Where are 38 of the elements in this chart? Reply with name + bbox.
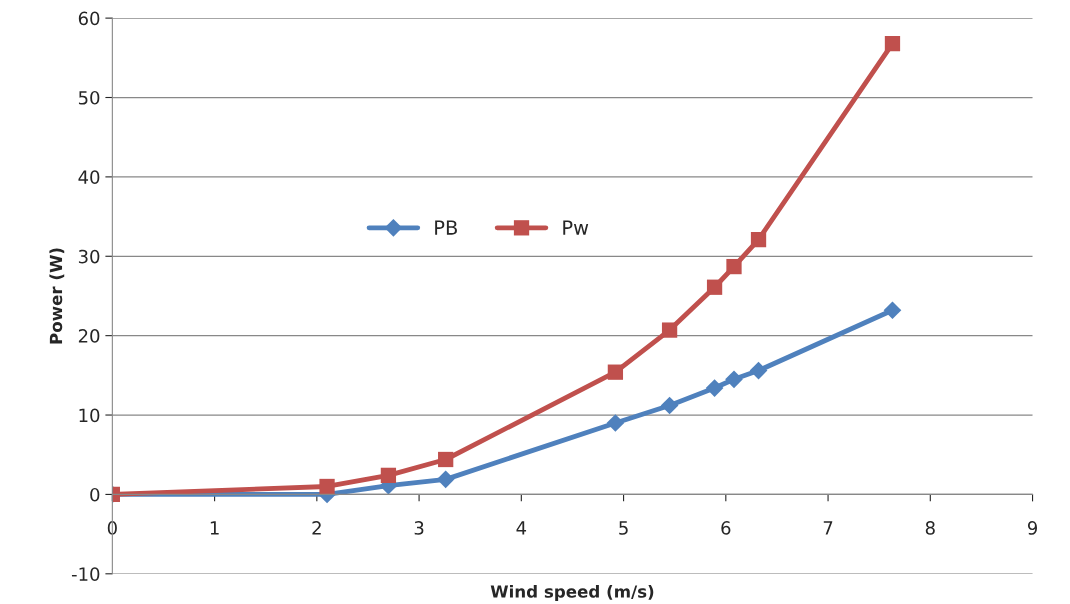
- x-tick-label: 9: [1027, 521, 1038, 535]
- y-tick-label: 50: [78, 90, 100, 105]
- x-tick-label: 0: [107, 521, 117, 535]
- point: [725, 370, 743, 389]
- x-tick-label: 7: [823, 521, 833, 535]
- point: [607, 364, 624, 380]
- x-tick-label: 5: [619, 521, 628, 535]
- x-tick-label: 1: [210, 521, 219, 535]
- y-tick-label: 10: [79, 408, 100, 423]
- point: [726, 258, 742, 275]
- legend-label: Pw: [563, 220, 589, 235]
- x-tick-label: 2: [312, 521, 321, 535]
- x-tick-label: 6: [721, 521, 731, 535]
- point: [705, 379, 724, 397]
- point: [883, 301, 902, 320]
- point: [750, 231, 767, 248]
- y-tick-label: -10: [71, 567, 100, 581]
- legend-label: PB: [435, 220, 457, 235]
- point: [660, 396, 679, 415]
- y-tick-label: 30: [78, 249, 100, 264]
- point: [438, 451, 454, 468]
- y-tick-label: 20: [78, 329, 100, 343]
- point: [884, 35, 901, 52]
- point: [380, 467, 397, 483]
- point: [606, 414, 625, 432]
- x-tick-label: 8: [925, 521, 935, 535]
- x-tick-label: 3: [414, 521, 424, 535]
- y-axis-title: Power (W): [49, 248, 65, 344]
- y-tick-label: 0: [90, 487, 100, 502]
- point: [706, 279, 723, 295]
- y-tick-label: 40: [78, 170, 100, 184]
- x-tick-label: 4: [516, 521, 527, 535]
- x-axis-title: Wind speed (m/s): [490, 584, 654, 602]
- point: [319, 478, 335, 495]
- y-tick-label: 60: [78, 11, 100, 26]
- point: [436, 470, 455, 489]
- point: [749, 361, 768, 380]
- point: [661, 322, 678, 338]
